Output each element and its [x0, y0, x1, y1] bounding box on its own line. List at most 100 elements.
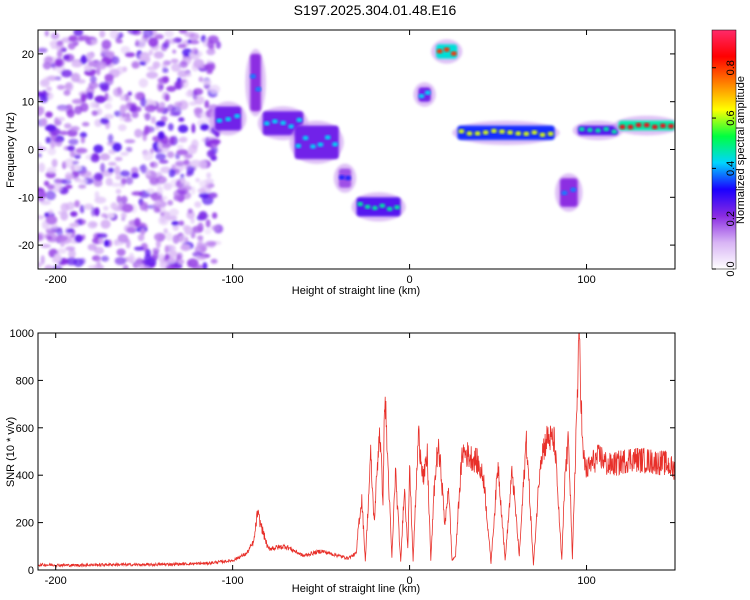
heatmap-noise-cell [191, 139, 199, 150]
heatmap-noise-cell [45, 111, 53, 118]
heatmap-feature-peak [499, 129, 505, 134]
heatmap-noise-cell [38, 153, 42, 158]
heatmap-noise-cell [199, 123, 210, 131]
heatmap-noise-cell [60, 202, 70, 212]
heatmap-noise-cell [205, 63, 213, 70]
heatmap-feature [613, 115, 675, 136]
heatmap-noise-cell [50, 140, 55, 150]
heatmap-noise-region [38, 30, 224, 269]
heatmap-noise-cell [51, 158, 58, 168]
heatmap-y-axis-title: Frequency (Hz) [5, 112, 17, 188]
heatmap-noise-cell [114, 257, 127, 265]
heatmap-noise-cell [38, 233, 44, 242]
snr-y-ticks: 0 200 400 600 800 1000 [10, 328, 675, 577]
heatmap-noise-cell [155, 239, 161, 249]
heatmap-noise-cell [164, 245, 169, 254]
heatmap-noise-cell [52, 182, 63, 193]
heatmap-noise-cell [43, 180, 50, 187]
heatmap-noise-cell [38, 106, 45, 116]
heatmap-noise-cell [104, 73, 114, 82]
heatmap-noise-cell [164, 30, 174, 38]
heatmap-feature-peak [523, 131, 530, 136]
heatmap-noise-cell [207, 39, 215, 50]
heatmap-noise-cell [131, 111, 139, 119]
heatmap-noise-cell [87, 265, 100, 269]
heatmap-feature-peak [443, 47, 450, 52]
heatmap-feature-peak [627, 124, 634, 130]
heatmap-noise-cell [193, 107, 204, 115]
heatmap-noise-cell [70, 211, 78, 217]
snr-y-tick-label: 400 [16, 470, 34, 482]
heatmap-noise-cell [110, 202, 118, 210]
heatmap-noise-cell [180, 243, 191, 252]
heatmap-noise-cell [79, 132, 87, 138]
heatmap-feature-peak [436, 49, 443, 54]
heatmap-feature-body [338, 168, 352, 188]
heatmap-noise-cell [152, 141, 160, 151]
heatmap-feature-peak [539, 132, 546, 137]
heatmap-noise-cell [205, 240, 217, 247]
heatmap-feature-peak [482, 130, 489, 135]
heatmap-noise-cell [77, 179, 87, 184]
heatmap-x-ticks: -200 -100 0 100 [45, 30, 596, 286]
heatmap-noise-cell [172, 234, 180, 244]
heatmap-noise-cell [204, 228, 212, 235]
heatmap-noise-cell [74, 200, 80, 208]
snr-x-ticks: -200 -100 0 100 [45, 333, 596, 587]
heatmap-feature [452, 120, 560, 145]
snr-y-tick-label: 0 [28, 565, 34, 577]
colorbar-tick-label: 0.2 [725, 211, 737, 226]
heatmap-feature-body [560, 178, 578, 207]
heatmap-noise-cell [65, 174, 74, 180]
heatmap-noise-cell [48, 209, 54, 216]
heatmap-feature-body [457, 125, 555, 140]
heatmap-noise-cell [87, 221, 98, 229]
heatmap-noise-cell [59, 130, 69, 136]
colorbar-ticks: 0.0 0.2 0.4 0.6 0.8 [712, 60, 737, 277]
heatmap-noise-cell [144, 258, 157, 267]
heatmap-noise-cell [56, 50, 63, 58]
heatmap-noise-cell [96, 174, 104, 180]
heatmap-noise-cell [175, 160, 186, 167]
heatmap-noise-cell [75, 147, 88, 154]
heatmap-noise-cell [127, 91, 132, 96]
heatmap-noise-cell [163, 228, 168, 234]
heatmap-noise-cell [197, 222, 204, 233]
heatmap-noise-cell [56, 248, 67, 254]
colorbar-tick-label: 0.8 [725, 60, 737, 75]
heatmap-feature-peak [310, 144, 316, 149]
heatmap-feature [209, 101, 247, 136]
heatmap-feature-body [356, 197, 401, 217]
heatmap-noise-cell [138, 78, 149, 88]
heatmap-noise-cell [56, 116, 66, 122]
heatmap-noise-cell [68, 35, 78, 42]
heatmap-noise-cell [70, 126, 80, 132]
heatmap-noise-cell [96, 233, 108, 239]
heatmap-noise-cell [192, 90, 198, 100]
heatmap-noise-cell [152, 61, 161, 69]
heatmap-noise-cell [78, 35, 91, 41]
heatmap-noise-cell [100, 255, 109, 262]
heatmap-noise-cell [167, 200, 174, 206]
heatmap-noise-cell [120, 46, 131, 54]
heatmap-noise-cell [93, 144, 104, 154]
heatmap-noise-cell [99, 30, 106, 38]
heatmap-feature-peak [357, 201, 364, 207]
heatmap-noise-cell [159, 211, 165, 217]
heatmap-noise-cell [113, 87, 123, 97]
heatmap-x-tick-label: 100 [577, 274, 595, 286]
heatmap-noise-cell [100, 219, 111, 229]
heatmap-noise-cell [69, 222, 80, 228]
heatmap-noise-cell [192, 251, 203, 258]
heatmap-feature-peak [595, 128, 601, 133]
heatmap-noise-cell [104, 92, 109, 101]
heatmap-noise-cell [68, 249, 76, 259]
heatmap-noise-cell [160, 115, 168, 123]
heatmap-noise-cell [178, 235, 189, 244]
heatmap-noise-cell [51, 265, 63, 269]
heatmap-feature [431, 39, 463, 64]
heatmap-noise-cell [115, 175, 122, 180]
heatmap-noise-cell [144, 112, 151, 121]
heatmap-noise-cell [148, 37, 159, 48]
